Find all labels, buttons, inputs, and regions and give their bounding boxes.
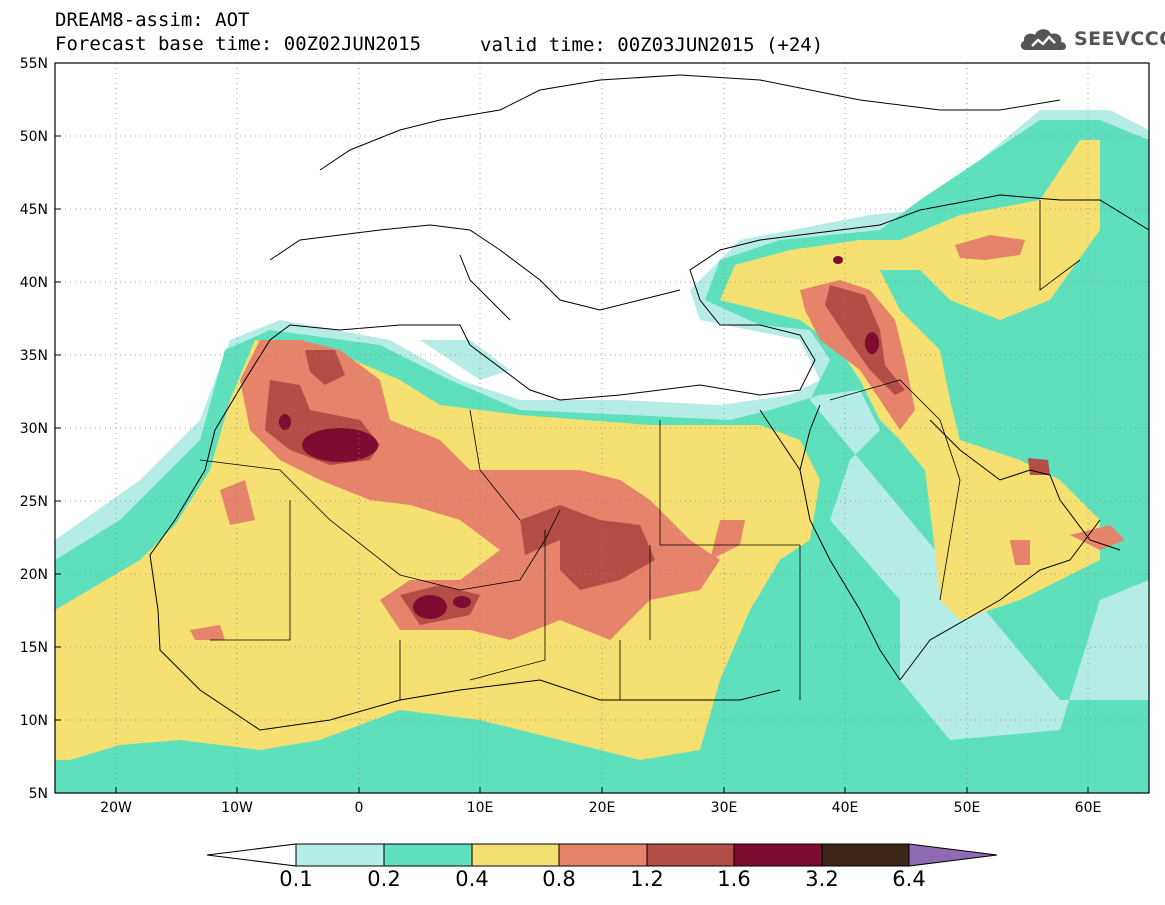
colorbar-label: 0.4 (455, 867, 489, 891)
lon-label: 0 (355, 800, 364, 816)
lat-label: 20N (20, 567, 48, 583)
colorbar-label: 0.1 (279, 867, 313, 891)
lat-label: 25N (20, 494, 48, 510)
colorbar-swatch (471, 843, 560, 867)
forecast-base-time: Forecast base time: 00Z02JUN2015 (55, 33, 422, 55)
lat-label: 5N (29, 786, 48, 802)
colorbar-swatch (821, 843, 910, 867)
lat-label: 10N (20, 713, 48, 729)
colorbar-swatch (295, 843, 385, 867)
colorbar-label: 1.6 (717, 867, 751, 891)
colorbar-under-triangle (206, 843, 297, 867)
colorbar-label: 3.2 (805, 867, 839, 891)
lon-label: 30E (711, 800, 738, 816)
lon-label: 50E (954, 800, 981, 816)
lat-label: 30N (20, 421, 48, 437)
latitude-labels: 55N 50N 45N 40N 35N 30N 25N 20N 15N 10N … (20, 56, 48, 802)
lat-label: 15N (20, 640, 48, 656)
lat-label: 40N (20, 275, 48, 291)
valid-time: valid time: 00Z03JUN2015 (+24) (480, 34, 824, 56)
lon-label: 20W (100, 800, 132, 816)
lon-label: 20E (589, 800, 616, 816)
lon-label: 10E (467, 800, 494, 816)
lat-label: 55N (20, 56, 48, 72)
map-grid (55, 63, 1149, 793)
colorbar-label: 0.2 (367, 867, 401, 891)
colorbar-swatch (646, 843, 735, 867)
map-title: DREAM8-assim: AOT (55, 9, 250, 31)
aot-fill-layer (55, 110, 1149, 793)
logo-text: SEEVCCC (1074, 28, 1165, 50)
longitude-labels: 20W 10W 0 10E 20E 30E 40E 50E 60E (100, 800, 1101, 816)
aot-band-0.4 (55, 140, 1100, 760)
lon-label: 60E (1075, 800, 1102, 816)
lat-label: 50N (20, 129, 48, 145)
colorbar-swatch (383, 843, 473, 867)
colorbar-swatch (733, 843, 823, 867)
colorbar-swatch (558, 843, 648, 867)
colorbar-label: 0.8 (542, 867, 576, 891)
lat-label: 45N (20, 202, 48, 218)
colorbar-over-triangle (908, 843, 998, 867)
colorbar (206, 843, 998, 867)
lat-label: 35N (20, 348, 48, 364)
colorbar-label: 6.4 (892, 867, 926, 891)
axis-ticks (55, 62, 1089, 793)
country-borders (199, 200, 1081, 700)
seevccc-logo: SEEVCCC (1018, 24, 1165, 54)
colorbar-label: 1.2 (630, 867, 664, 891)
cloud-icon (1020, 29, 1067, 50)
lon-label: 10W (221, 800, 253, 816)
lon-label: 40E (832, 800, 859, 816)
